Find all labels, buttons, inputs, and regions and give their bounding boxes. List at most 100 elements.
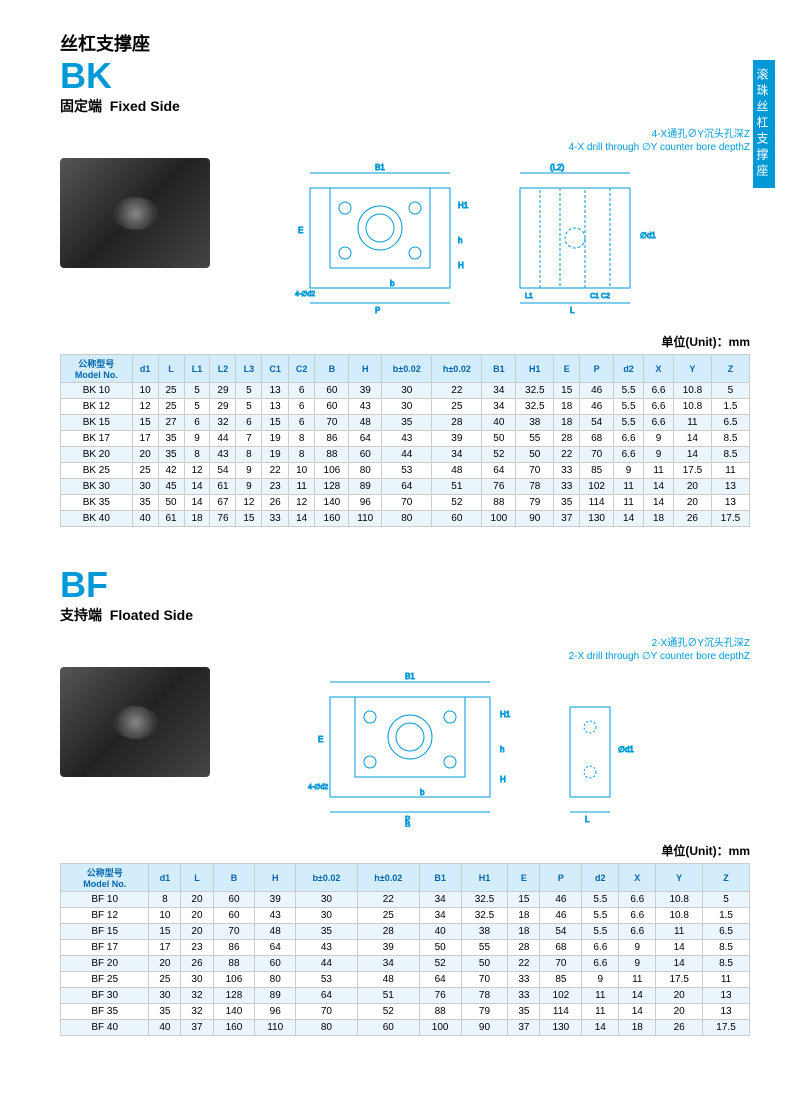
table-cell: 27 <box>158 415 184 431</box>
table-cell: BF 10 <box>61 892 149 908</box>
table-cell: 39 <box>349 383 382 399</box>
side-tab: 滚珠丝杠支撑座 <box>753 60 775 188</box>
svg-text:B: B <box>405 820 410 827</box>
table-cell: 35 <box>296 924 358 940</box>
table-cell: 88 <box>315 447 349 463</box>
table-cell: BK 17 <box>61 431 133 447</box>
table-cell: 34 <box>482 399 516 415</box>
bk-subtitle: 固定端 Fixed Side <box>60 96 750 116</box>
table-cell: 15 <box>554 383 580 399</box>
table-cell: 11 <box>614 495 644 511</box>
table-header: L3 <box>236 355 262 383</box>
table-cell: 34 <box>419 908 461 924</box>
table-cell: 46 <box>580 399 614 415</box>
table-cell: 90 <box>516 511 554 527</box>
table-cell: 32.5 <box>516 383 554 399</box>
table-cell: 48 <box>357 972 419 988</box>
table-cell: 9 <box>184 431 210 447</box>
svg-text:L: L <box>570 306 575 315</box>
table-cell: 79 <box>461 1004 508 1020</box>
table-cell: 30 <box>296 908 358 924</box>
table-cell: 25 <box>132 463 158 479</box>
table-cell: 6.5 <box>711 415 749 431</box>
svg-text:B1: B1 <box>405 672 415 681</box>
table-cell: 40 <box>482 415 516 431</box>
table-cell: 12 <box>184 463 210 479</box>
table-cell: 12 <box>132 399 158 415</box>
table-cell: BK 35 <box>61 495 133 511</box>
table-cell: 33 <box>262 511 289 527</box>
table-cell: 6.6 <box>619 924 656 940</box>
table-cell: 17 <box>149 940 181 956</box>
table-row: BK 2525421254922101068053486470338591117… <box>61 463 750 479</box>
table-cell: 60 <box>357 1020 419 1036</box>
table-cell: BK 12 <box>61 399 133 415</box>
table-cell: 48 <box>349 415 382 431</box>
table-cell: 22 <box>432 383 482 399</box>
table-cell: 64 <box>255 940 296 956</box>
svg-text:L1: L1 <box>525 293 533 300</box>
table-header: C1 <box>262 355 289 383</box>
table-cell: 5 <box>184 399 210 415</box>
table-cell: 60 <box>255 956 296 972</box>
table-cell: 17.5 <box>711 511 749 527</box>
table-cell: 43 <box>210 447 236 463</box>
table-cell: BF 20 <box>61 956 149 972</box>
table-row: BF 4040371601108060100903713014182617.5 <box>61 1020 750 1036</box>
table-cell: 106 <box>213 972 255 988</box>
table-cell: 86 <box>213 940 255 956</box>
table-cell: 20 <box>656 1004 703 1020</box>
table-cell: BF 30 <box>61 988 149 1004</box>
table-row: BK 3535501467122612140967052887935114111… <box>61 495 750 511</box>
table-row: BK 1212255295136604330253432.518465.56.6… <box>61 399 750 415</box>
table-header: Y <box>656 864 703 892</box>
table-cell: 5 <box>236 399 262 415</box>
svg-text:h: h <box>458 236 462 245</box>
table-cell: 28 <box>357 924 419 940</box>
table-cell: 19 <box>262 431 289 447</box>
table-cell: BK 10 <box>61 383 133 399</box>
table-cell: 5.5 <box>582 924 619 940</box>
table-cell: 12 <box>236 495 262 511</box>
table-cell: 23 <box>181 940 213 956</box>
table-cell: 20 <box>181 892 213 908</box>
table-header: 公称型号Model No. <box>61 355 133 383</box>
table-cell: 38 <box>516 415 554 431</box>
table-cell: 13 <box>703 988 750 1004</box>
table-cell: 14 <box>644 495 674 511</box>
table-cell: 6 <box>236 415 262 431</box>
table-cell: 50 <box>482 431 516 447</box>
table-cell: 89 <box>255 988 296 1004</box>
table-cell: 64 <box>419 972 461 988</box>
table-cell: 35 <box>158 447 184 463</box>
table-cell: 100 <box>482 511 516 527</box>
table-header: d1 <box>132 355 158 383</box>
table-header: B1 <box>482 355 516 383</box>
table-cell: 5.5 <box>614 399 644 415</box>
table-cell: 88 <box>213 956 255 972</box>
table-cell: 22 <box>357 892 419 908</box>
table-cell: 78 <box>516 479 554 495</box>
table-cell: 9 <box>644 431 674 447</box>
table-cell: 9 <box>644 447 674 463</box>
table-cell: 44 <box>210 431 236 447</box>
table-cell: 42 <box>158 463 184 479</box>
table-cell: 35 <box>508 1004 540 1020</box>
bf-code: BF <box>60 567 750 603</box>
table-cell: 11 <box>656 924 703 940</box>
table-header: Y <box>673 355 711 383</box>
table-cell: 89 <box>349 479 382 495</box>
table-cell: 8 <box>288 431 315 447</box>
table-cell: 106 <box>315 463 349 479</box>
table-header: L2 <box>210 355 236 383</box>
table-cell: 76 <box>482 479 516 495</box>
table-cell: 60 <box>315 399 349 415</box>
svg-text:∅d1: ∅d1 <box>640 231 656 240</box>
table-cell: 160 <box>315 511 349 527</box>
bf-product-image <box>60 667 210 777</box>
table-cell: 8.5 <box>703 940 750 956</box>
table-cell: 20 <box>181 924 213 940</box>
svg-text:E: E <box>318 735 323 744</box>
table-cell: 60 <box>349 447 382 463</box>
table-cell: 60 <box>213 892 255 908</box>
